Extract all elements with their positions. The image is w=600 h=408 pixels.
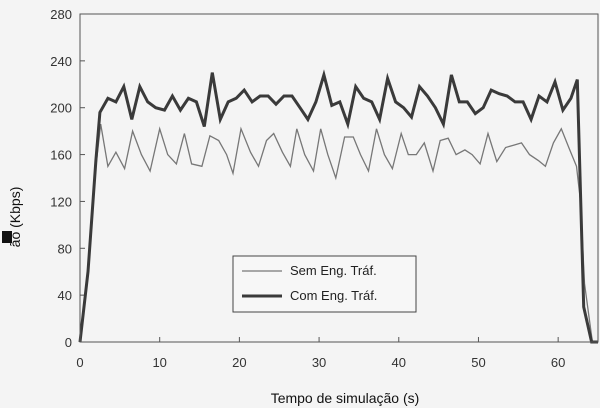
y-tick-label: 120 — [50, 194, 72, 209]
series-layer — [78, 69, 598, 344]
y-tick-label: 280 — [50, 7, 72, 22]
series-line-com — [78, 69, 598, 344]
y-axis-label-occluder — [2, 231, 12, 243]
plot-area-frame — [79, 13, 599, 343]
x-tick-label: 50 — [471, 355, 485, 370]
legend: Sem Eng. Tráf. Com Eng. Tráf. — [232, 255, 417, 313]
y-tick-label: 40 — [58, 288, 72, 303]
x-tick-label: 30 — [312, 355, 326, 370]
x-tick-label: 10 — [152, 355, 166, 370]
y-axis-ticks: 0 40 80 120 160 200 240 280 — [50, 7, 85, 350]
y-tick-label: 200 — [50, 101, 72, 116]
x-axis-label: Tempo de simulação (s) — [271, 390, 420, 406]
x-tick-label: 60 — [551, 355, 565, 370]
series-line-sem — [79, 123, 598, 343]
y-tick-label: 160 — [50, 148, 72, 163]
x-tick-label: 40 — [392, 355, 406, 370]
y-tick-label: 240 — [50, 54, 72, 69]
x-tick-label: 20 — [232, 355, 246, 370]
y-tick-label: 80 — [58, 241, 72, 256]
x-axis-ticks: 0 10 20 30 40 50 60 — [76, 337, 565, 370]
legend-box — [232, 255, 417, 313]
legend-label-com: Com Eng. Tráf. — [290, 288, 377, 303]
x-tick-label: 0 — [76, 355, 83, 370]
y-tick-label: 0 — [65, 335, 72, 350]
legend-label-sem: Sem Eng. Tráf. — [290, 263, 377, 278]
